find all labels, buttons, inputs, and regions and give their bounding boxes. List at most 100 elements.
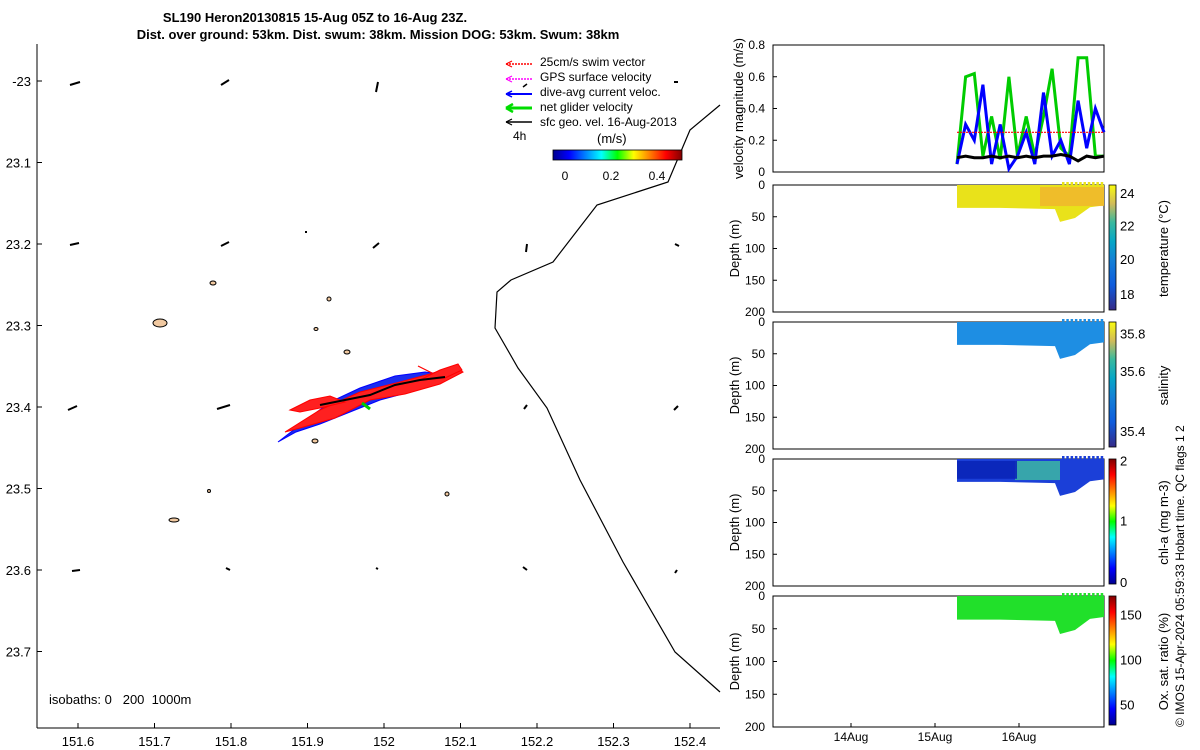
panel-y-tick-label: 0 [758, 165, 765, 179]
profile-heatmap [957, 596, 1104, 634]
panel-y-tick-label: 50 [752, 347, 766, 361]
panel-colorbar-tick: 0 [1120, 575, 1127, 590]
time-tick-label: 15Aug [918, 730, 953, 744]
panel-y-tick-label: 200 [745, 579, 765, 593]
profile-surface-cell [1079, 182, 1082, 186]
map-y-tick-label: -23 [12, 74, 31, 89]
chla-low-patch [957, 461, 1017, 479]
map-x-tick-label: 152.2 [521, 734, 554, 749]
panel-y-tick-label: 0 [758, 589, 765, 603]
map-y-tick-label: 23.5 [6, 482, 31, 497]
reef-features [152, 280, 450, 523]
profile-surface-cell [1066, 319, 1069, 323]
panel-y-tick-label: 0.8 [748, 38, 765, 52]
panel-y-tick-label: 100 [745, 379, 765, 393]
panel-y-tick-label: 50 [752, 622, 766, 636]
copyright-note: © IMOS 15-Apr-2024 05:59:33 Hobart time.… [1173, 425, 1187, 727]
map-y-tick-label: 23.3 [6, 319, 31, 334]
profile-surface-cell [1092, 456, 1095, 460]
profile-surface-cell [1083, 456, 1086, 460]
time-tick-label: 14Aug [834, 730, 869, 744]
isobath-label: isobaths: 0 200 1000m [49, 692, 191, 707]
profile-surface-cell [1087, 593, 1091, 597]
title-line-1: SL190 Heron20130815 15-Aug 05Z to 16-Aug… [163, 10, 467, 25]
panel-y-tick-label: 100 [745, 242, 765, 256]
profile-surface-cell [1062, 319, 1065, 323]
panel-y-tick-label: 200 [745, 442, 765, 456]
profile-surface-cell [1079, 456, 1082, 460]
profile-surface-cell [1062, 593, 1065, 597]
profile-surface-cell [1066, 456, 1069, 460]
legend-interval: 4h [513, 129, 526, 143]
colorbar-tick: 0.4 [649, 169, 666, 183]
chla-patch [1015, 461, 1060, 481]
profile-surface-cell [1079, 593, 1082, 597]
panel-y-label: Depth (m) [727, 494, 742, 552]
panel-colorbar-tick: 2 [1120, 454, 1127, 469]
panel-colorbar-label: Ox. sat. ratio (%) [1156, 613, 1171, 711]
panel-colorbar-tick: 35.8 [1120, 327, 1145, 342]
panel-colorbar-tick: 35.4 [1120, 424, 1145, 439]
colorbar-tick: 0.2 [603, 169, 620, 183]
velocity-series [955, 56, 1104, 165]
panel-2: 0 50 100 150 200 Depth (m) 35.4 35.6 35.8 salinit… [727, 315, 1171, 456]
time-tick-label: 16Aug [1002, 730, 1037, 744]
legend-label-gps: GPS surface velocity [540, 70, 651, 84]
net-track-black [319, 376, 446, 406]
panel-y-tick-label: 100 [745, 516, 765, 530]
map-x-tick-label: 152 [373, 734, 395, 749]
profile-surface-cell [1092, 182, 1095, 186]
map-x-tick-label: 152.3 [597, 734, 630, 749]
map-x-tick-label: 151.8 [215, 734, 248, 749]
profile-surface-cell [1087, 456, 1091, 460]
panel-axes [772, 44, 1105, 173]
panel-colorbar-tick: 22 [1120, 218, 1134, 233]
panel-4: 0 50 100 150 200 Depth (m) 50 100 150 Ox. sat. ra… [727, 589, 1171, 734]
profile-surface-cell [1070, 593, 1074, 597]
panel-colorbar [1108, 321, 1117, 448]
panel-y-tick-label: 0 [758, 452, 765, 466]
legend: 25cm/s swim vector GPS surface velocity … [505, 55, 683, 183]
colorbar-tick: 0 [562, 169, 569, 183]
profile-surface-cell [1062, 182, 1065, 186]
map-y-tick-label: 23.4 [6, 400, 31, 415]
panel-colorbar [1108, 184, 1117, 311]
map-x-tick-label: 151.6 [62, 734, 95, 749]
panel-y-tick-label: 200 [745, 720, 765, 734]
panel-y-tick-label: 50 [752, 484, 766, 498]
panel-y-label: Depth (m) [727, 633, 742, 691]
panel-y-tick-label: 0 [758, 315, 765, 329]
swim-vectors-red [284, 365, 464, 433]
map-y-tick-label: 23.2 [6, 237, 31, 252]
panel-colorbar-tick: 35.6 [1120, 364, 1145, 379]
panel-y-tick-label: 200 [745, 305, 765, 319]
panel-y-tick-label: 0 [758, 178, 765, 192]
surface-geostrophic-arrows [67, 79, 680, 574]
profile-surface-cell [1083, 593, 1086, 597]
profile-surface-cell [1074, 319, 1078, 323]
profile-surface-cell [1074, 182, 1078, 186]
map-y-tick-label: 23.1 [6, 156, 31, 171]
profile-surface-cell [1062, 456, 1065, 460]
panel-3: 0 50 100 150 200 Depth (m) 0 1 2 chl-a (mg m-3) [727, 452, 1171, 593]
map-x-tick-label: 152.1 [444, 734, 477, 749]
speed-colorbar [552, 149, 683, 161]
profile-surface-cell [1092, 593, 1095, 597]
colorbar-title: (m/s) [597, 131, 627, 146]
profile-surface-cell [1074, 593, 1078, 597]
panel-colorbar-tick: 100 [1120, 653, 1142, 668]
profile-surface-cell [1074, 456, 1078, 460]
map-panel: 151.6 151.7 151.8 151.9 152 152.1 152.2 152.3 15… [6, 44, 721, 749]
profile-surface-cell [1083, 182, 1086, 186]
profile-surface-cell [1083, 319, 1086, 323]
map-x-tick-label: 151.7 [138, 734, 171, 749]
legend-label-geo: sfc geo. vel. 16-Aug-2013 [540, 115, 677, 129]
net-glider-vector [361, 401, 371, 411]
map-y-tick-label: 23.6 [6, 563, 31, 578]
map-x-tick-label: 152.4 [674, 734, 707, 749]
panel-colorbar [1108, 595, 1117, 726]
panel-y-label: Depth (m) [727, 357, 742, 415]
profile-surface-cell [1100, 182, 1104, 186]
panel-y-tick-label: 0.6 [748, 70, 765, 84]
map-x-ticks: 151.6 151.7 151.8 151.9 152 152.1 152.2 152.3 15… [62, 723, 707, 749]
